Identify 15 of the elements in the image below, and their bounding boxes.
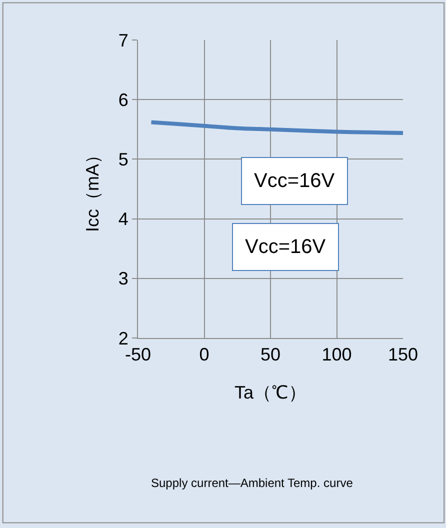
x-tick-label: 150: [388, 344, 418, 365]
x-tick-label: 100: [322, 344, 352, 365]
y-tick-label: 3: [118, 268, 128, 289]
y-tick-label: 5: [118, 150, 128, 170]
text: Supply current—Ambient Temp. curve: [151, 476, 354, 490]
y-axis-title: Icc（mA）: [82, 146, 103, 232]
x-tick-label: 50: [260, 344, 281, 365]
line-series: [149, 120, 403, 135]
y-tick-label: 7: [118, 30, 128, 50]
y-tick-label: 6: [118, 90, 128, 110]
x-axis-title: Ta（℃）: [234, 382, 307, 403]
y-tick-label: 4: [118, 209, 128, 230]
annotation: Vcc=16V: [245, 236, 326, 258]
x-tick-label: 0: [199, 344, 210, 365]
annotation: Vcc=16V: [254, 170, 336, 192]
